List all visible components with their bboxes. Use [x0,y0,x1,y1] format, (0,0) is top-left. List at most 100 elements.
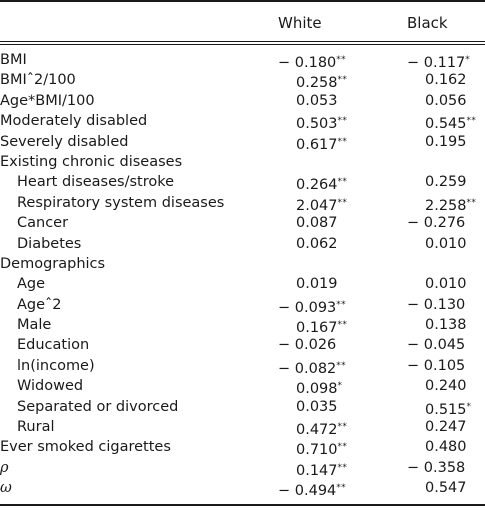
black-value-number: − 0.105 [407,357,466,374]
table-body: BMI − 0.180** − 0.117* BMIˆ2/100 0.258** 0.16… [0,50,485,499]
white-value-number: − 0.494 [278,483,337,500]
table-row: BMIˆ2/100 0.258** 0.162 [0,70,485,93]
white-value-number: 0.147 [296,462,338,479]
white-value: 0.098* [296,376,342,399]
white-value: − 0.082** [278,356,346,379]
significance-marker: ** [336,483,346,494]
black-value-number: 0.010 [425,235,467,252]
row-label: Widowed [17,378,84,395]
white-value-number: 0.710 [296,442,338,459]
table-row: ρ 0.147** − 0.358 [0,458,485,481]
significance-marker: ** [337,197,348,208]
black-value: 0.162 [425,70,467,90]
row-label: Age*BMI/100 [0,92,95,109]
significance-marker: ** [466,197,477,208]
table-row: Age*BMI/100 0.053 0.056 [0,91,485,111]
significance-marker: * [466,401,472,412]
row-label: Ever smoked cigarettes [0,439,171,456]
black-value-number: − 0.045 [407,337,466,354]
header-rule-upper [0,41,485,42]
table-row: BMI − 0.180** − 0.117* [0,50,485,73]
table-row: Existing chronic diseases [0,152,485,172]
table-row: Education − 0.026 − 0.045 [0,335,485,355]
black-value: 0.056 [425,91,467,111]
table-row: Separated or divorced 0.035 0.515* [0,397,485,418]
white-value-number: 0.472 [296,422,338,439]
significance-marker: * [465,55,471,65]
black-value-number: 0.056 [425,92,467,109]
significance-marker: ** [337,422,348,433]
white-value-number: 0.258 [296,75,338,92]
black-value: 0.480 [425,437,467,457]
white-value: 0.472** [296,417,347,440]
table-row: Demographics [0,254,485,274]
white-value-number: 0.053 [296,92,338,109]
table-row: Ageˆ2 − 0.093** − 0.130 [0,295,485,318]
header-black: Black [407,14,448,32]
black-value: − 0.358 [407,458,465,478]
table-row: Male 0.167** 0.138 [0,315,485,338]
black-value: − 0.117* [407,50,470,73]
black-value: − 0.105 [407,356,465,376]
table-row: ln(income) − 0.082** − 0.105 [0,356,485,379]
row-label: Separated or divorced [17,398,179,415]
table-row: Age 0.019 0.010 [0,274,485,294]
white-value: 0.264** [296,172,347,195]
black-value: 0.138 [425,315,467,335]
black-value-number: 0.162 [425,72,467,89]
white-value-number: 0.087 [296,215,338,232]
white-value-number: 2.047 [296,197,338,214]
significance-marker: ** [336,299,346,310]
black-value-number: − 0.130 [407,296,466,313]
black-value-number: 0.240 [425,378,467,395]
black-value-number: 0.547 [425,480,467,497]
black-value: 0.247 [425,417,467,437]
row-label: Age [17,276,46,293]
header-white: White [278,14,322,32]
white-value: 2.047** [296,193,347,216]
table-row: Moderately disabled 0.503** 0.545** [0,111,485,134]
white-value: 0.167** [296,315,347,338]
row-label: Ageˆ2 [17,296,62,313]
black-value-number: − 0.117 [407,55,466,71]
black-value: − 0.130 [407,295,465,315]
row-label: Heart diseases/stroke [17,174,175,191]
black-value-number: 2.258 [425,197,467,214]
black-value: 0.195 [425,132,467,152]
table-row: Heart diseases/stroke 0.264** 0.259 [0,172,485,195]
table-row: Ever smoked cigarettes 0.710** 0.480 [0,437,485,460]
row-label: Diabetes [17,235,82,252]
white-value: 0.710** [296,437,347,460]
row-label: Male [17,317,52,334]
white-value: − 0.180** [278,50,346,73]
white-value: 0.087 [296,213,338,233]
white-value: 0.019 [296,274,338,294]
white-value-number: 0.098 [296,381,338,398]
significance-marker: ** [337,116,348,127]
row-label: Rural [17,419,55,436]
significance-marker: ** [337,442,348,453]
row-label: ρ [0,459,9,476]
table-row: Widowed 0.098* 0.240 [0,376,485,399]
white-value: 0.258** [296,70,347,93]
black-value-number: 0.138 [425,317,467,334]
row-label: BMIˆ2/100 [0,72,76,89]
black-value: 0.240 [425,376,467,396]
white-value: 0.147** [296,458,347,481]
white-value: 0.503** [296,111,347,134]
white-value-number: 0.617 [296,136,338,153]
significance-marker: ** [337,75,348,86]
black-value: 0.259 [425,172,467,192]
row-label: Moderately disabled [0,113,148,130]
white-value: 0.035 [296,397,338,417]
significance-marker: ** [337,177,348,188]
black-value: 2.258** [425,193,476,216]
white-value: − 0.093** [278,295,346,318]
row-label: ω [0,480,12,497]
black-value: 0.545** [425,111,476,134]
black-value-number: − 0.358 [407,459,466,476]
significance-marker: ** [337,136,348,147]
white-value-number: 0.019 [296,276,338,293]
row-label: Demographics [0,255,106,272]
